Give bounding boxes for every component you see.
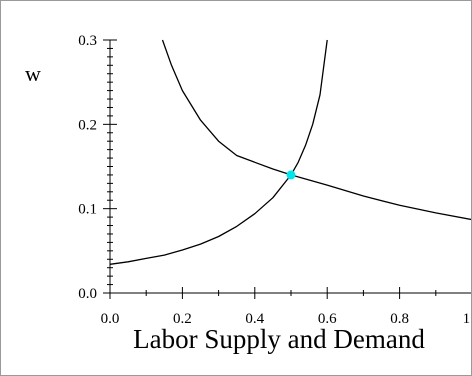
axes: 0.0 0.2 0.4 0.6 0.8 1.0 0.0 0.1 0.2 0.3 [78, 33, 471, 327]
x-tick-label: 0.6 [318, 311, 337, 327]
x-tick-label: 0.8 [390, 311, 409, 327]
x-tick-label: 0.0 [101, 311, 120, 327]
y-tick-label: 0.0 [78, 286, 97, 302]
x-tick-label: 0.2 [173, 311, 192, 327]
chart-marks [109, 39, 471, 265]
y-tick-label: 0.2 [78, 117, 97, 133]
chart-labels: w Labor Supply and Demand [25, 61, 425, 354]
supply-curve-line [109, 39, 328, 265]
y-axis-label: w [25, 61, 41, 86]
y-tick-label: 0.1 [78, 202, 97, 218]
x-tick-label: 0.4 [245, 311, 264, 327]
equilibrium-point [286, 170, 296, 180]
chart-title: Labor Supply and Demand [133, 324, 425, 354]
x-tick-label: 1.0 [463, 311, 471, 327]
y-tick-label: 0.3 [78, 33, 97, 49]
demand-curve-line [161, 39, 471, 221]
